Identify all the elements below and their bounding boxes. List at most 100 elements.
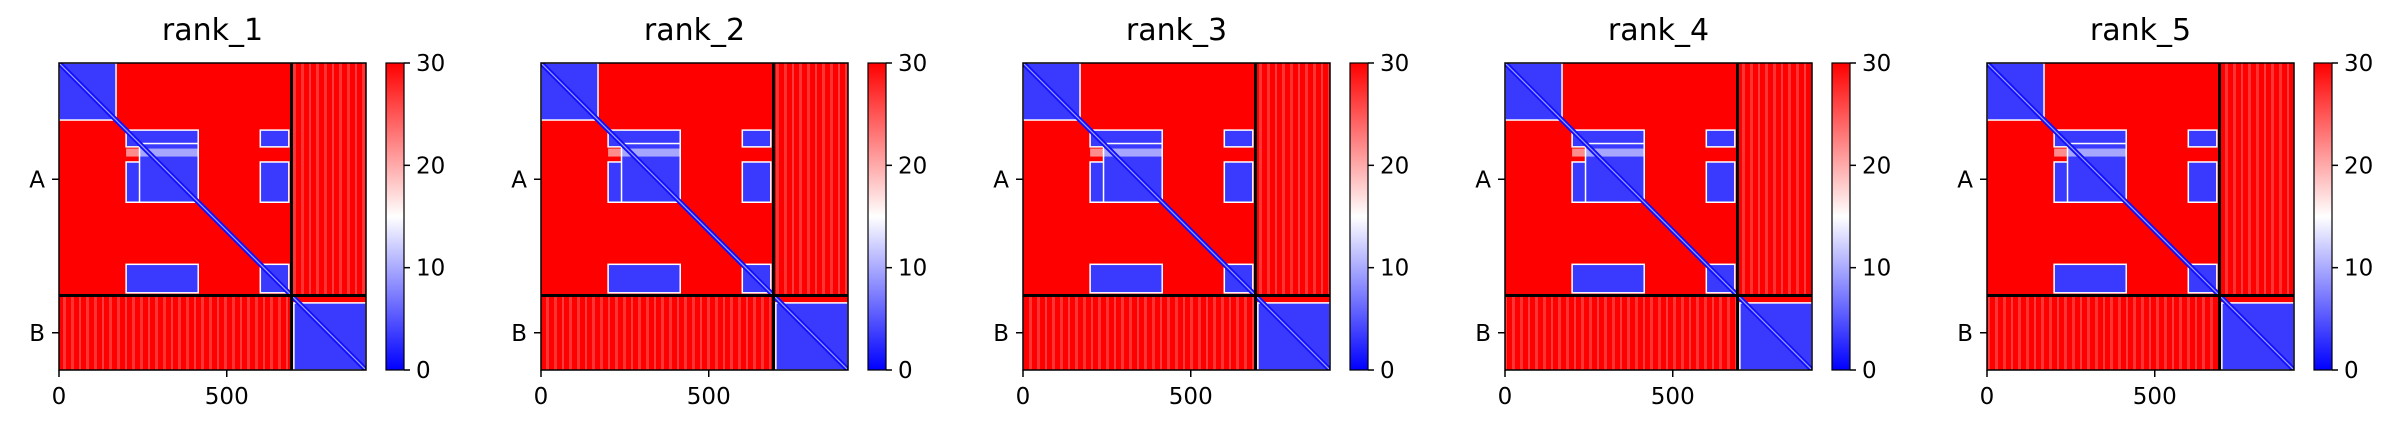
axes-frame — [1022, 62, 1331, 371]
colorbar-tick-label: 0 — [416, 358, 431, 384]
colorbar-tick-label: 10 — [2344, 256, 2373, 282]
interchain-block-ab — [1255, 63, 1330, 296]
interchain-block-ab — [773, 63, 848, 296]
interchain-block-ab — [1737, 63, 1812, 296]
xtick-label: 0 — [52, 384, 67, 410]
interchain-block-ba — [541, 295, 774, 370]
colorbar-tick-label: 30 — [1862, 51, 1891, 77]
low-error-block — [2053, 263, 2127, 294]
colorbar-tick-label: 10 — [1862, 256, 1891, 282]
axes-frame — [58, 62, 367, 371]
colorbar-tick-label: 30 — [2344, 51, 2373, 77]
colorbar-tick-label: 0 — [1862, 358, 1877, 384]
diagonal-highlight — [1023, 63, 1330, 370]
interchain-block-ba — [59, 295, 292, 370]
ytick-label: A — [1475, 167, 1491, 193]
panel-title: rank_4 — [1608, 13, 1709, 48]
low-error-block — [1223, 161, 1254, 203]
intermediate-band — [1572, 148, 1645, 157]
interchain-block-ab — [2219, 63, 2294, 296]
intermediate-band — [2054, 148, 2127, 157]
low-error-block — [2187, 129, 2218, 148]
heatmap-image — [541, 63, 848, 370]
colorbar — [1831, 62, 1851, 371]
panel-title: rank_3 — [1126, 13, 1227, 48]
low-error-block — [1223, 129, 1254, 148]
ytick-label: B — [1957, 321, 1973, 347]
ytick-label: A — [993, 167, 1009, 193]
low-error-block — [259, 161, 290, 203]
diagonal-highlight — [1987, 63, 2294, 370]
ytick-label: A — [1957, 167, 1973, 193]
colorbar-tick-label: 0 — [1380, 358, 1395, 384]
xtick-label: 500 — [1169, 384, 1213, 410]
low-error-block — [1705, 129, 1736, 148]
ytick-label: B — [511, 321, 527, 347]
xtick-label: 0 — [1016, 384, 1031, 410]
low-error-block — [741, 161, 772, 203]
interchain-block-ba — [1987, 295, 2220, 370]
pae-panel-5: rank_5 A B 0 500 0 10 20 30 — [1957, 13, 2373, 410]
low-error-block — [741, 129, 772, 148]
xtick-label: 500 — [1651, 384, 1695, 410]
heatmap-image — [1023, 63, 1330, 370]
panel-title: rank_1 — [162, 13, 263, 48]
panel-title: rank_5 — [2090, 13, 2191, 48]
intermediate-band — [126, 148, 199, 157]
xtick-label: 500 — [205, 384, 249, 410]
colorbar — [1349, 62, 1369, 371]
diagonal-highlight — [1505, 63, 1812, 370]
heatmap-image — [59, 63, 366, 370]
intermediate-band — [608, 148, 681, 157]
colorbar-tick-label: 30 — [1380, 51, 1409, 77]
colorbar-tick-label: 0 — [898, 358, 913, 384]
colorbar-tick-label: 30 — [898, 51, 927, 77]
ytick-label: B — [29, 321, 45, 347]
interchain-block-ba — [1505, 295, 1738, 370]
xtick-label: 0 — [534, 384, 549, 410]
axes-frame — [540, 62, 849, 371]
pae-panel-3: rank_3 A B 0 500 0 10 20 30 — [993, 13, 1409, 410]
colorbar-tick-label: 20 — [2344, 153, 2373, 179]
colorbar — [867, 62, 887, 371]
axes-frame — [1986, 62, 2295, 371]
colorbar-tick-label: 20 — [1862, 153, 1891, 179]
low-error-block — [1571, 263, 1645, 294]
low-error-block — [1089, 263, 1163, 294]
low-error-block — [607, 263, 681, 294]
intermediate-band — [1090, 148, 1163, 157]
colorbar-tick-label: 30 — [416, 51, 445, 77]
colorbar-tick-label: 10 — [416, 256, 445, 282]
ytick-label: A — [511, 167, 527, 193]
xtick-label: 0 — [1498, 384, 1513, 410]
xtick-label: 500 — [687, 384, 731, 410]
pae-panel-1: rank_1 A B 0 500 0 10 20 30 — [29, 13, 445, 410]
colorbar-tick-label: 20 — [1380, 153, 1409, 179]
ytick-label: B — [1475, 321, 1491, 347]
pae-panel-4: rank_4 A B 0 500 0 10 20 30 — [1475, 13, 1891, 410]
ytick-label: B — [993, 321, 1009, 347]
low-error-block — [2187, 161, 2218, 203]
colorbar-tick-label: 20 — [898, 153, 927, 179]
colorbar — [385, 62, 405, 371]
low-error-block — [125, 263, 199, 294]
ytick-label: A — [29, 167, 45, 193]
low-error-block — [259, 129, 290, 148]
low-error-block — [1705, 161, 1736, 203]
colorbar-tick-label: 10 — [898, 256, 927, 282]
axes-frame — [1504, 62, 1813, 371]
heatmap-image — [1987, 63, 2294, 370]
colorbar — [2313, 62, 2333, 371]
colorbar-tick-label: 20 — [416, 153, 445, 179]
interchain-block-ab — [291, 63, 366, 296]
panel-title: rank_2 — [644, 13, 745, 48]
diagonal-highlight — [59, 63, 366, 370]
heatmap-image — [1505, 63, 1812, 370]
colorbar-tick-label: 10 — [1380, 256, 1409, 282]
xtick-label: 0 — [1980, 384, 1995, 410]
interchain-block-ba — [1023, 295, 1256, 370]
xtick-label: 500 — [2133, 384, 2177, 410]
diagonal-highlight — [541, 63, 848, 370]
pae-panel-2: rank_2 A B 0 500 0 10 20 30 — [511, 13, 927, 410]
